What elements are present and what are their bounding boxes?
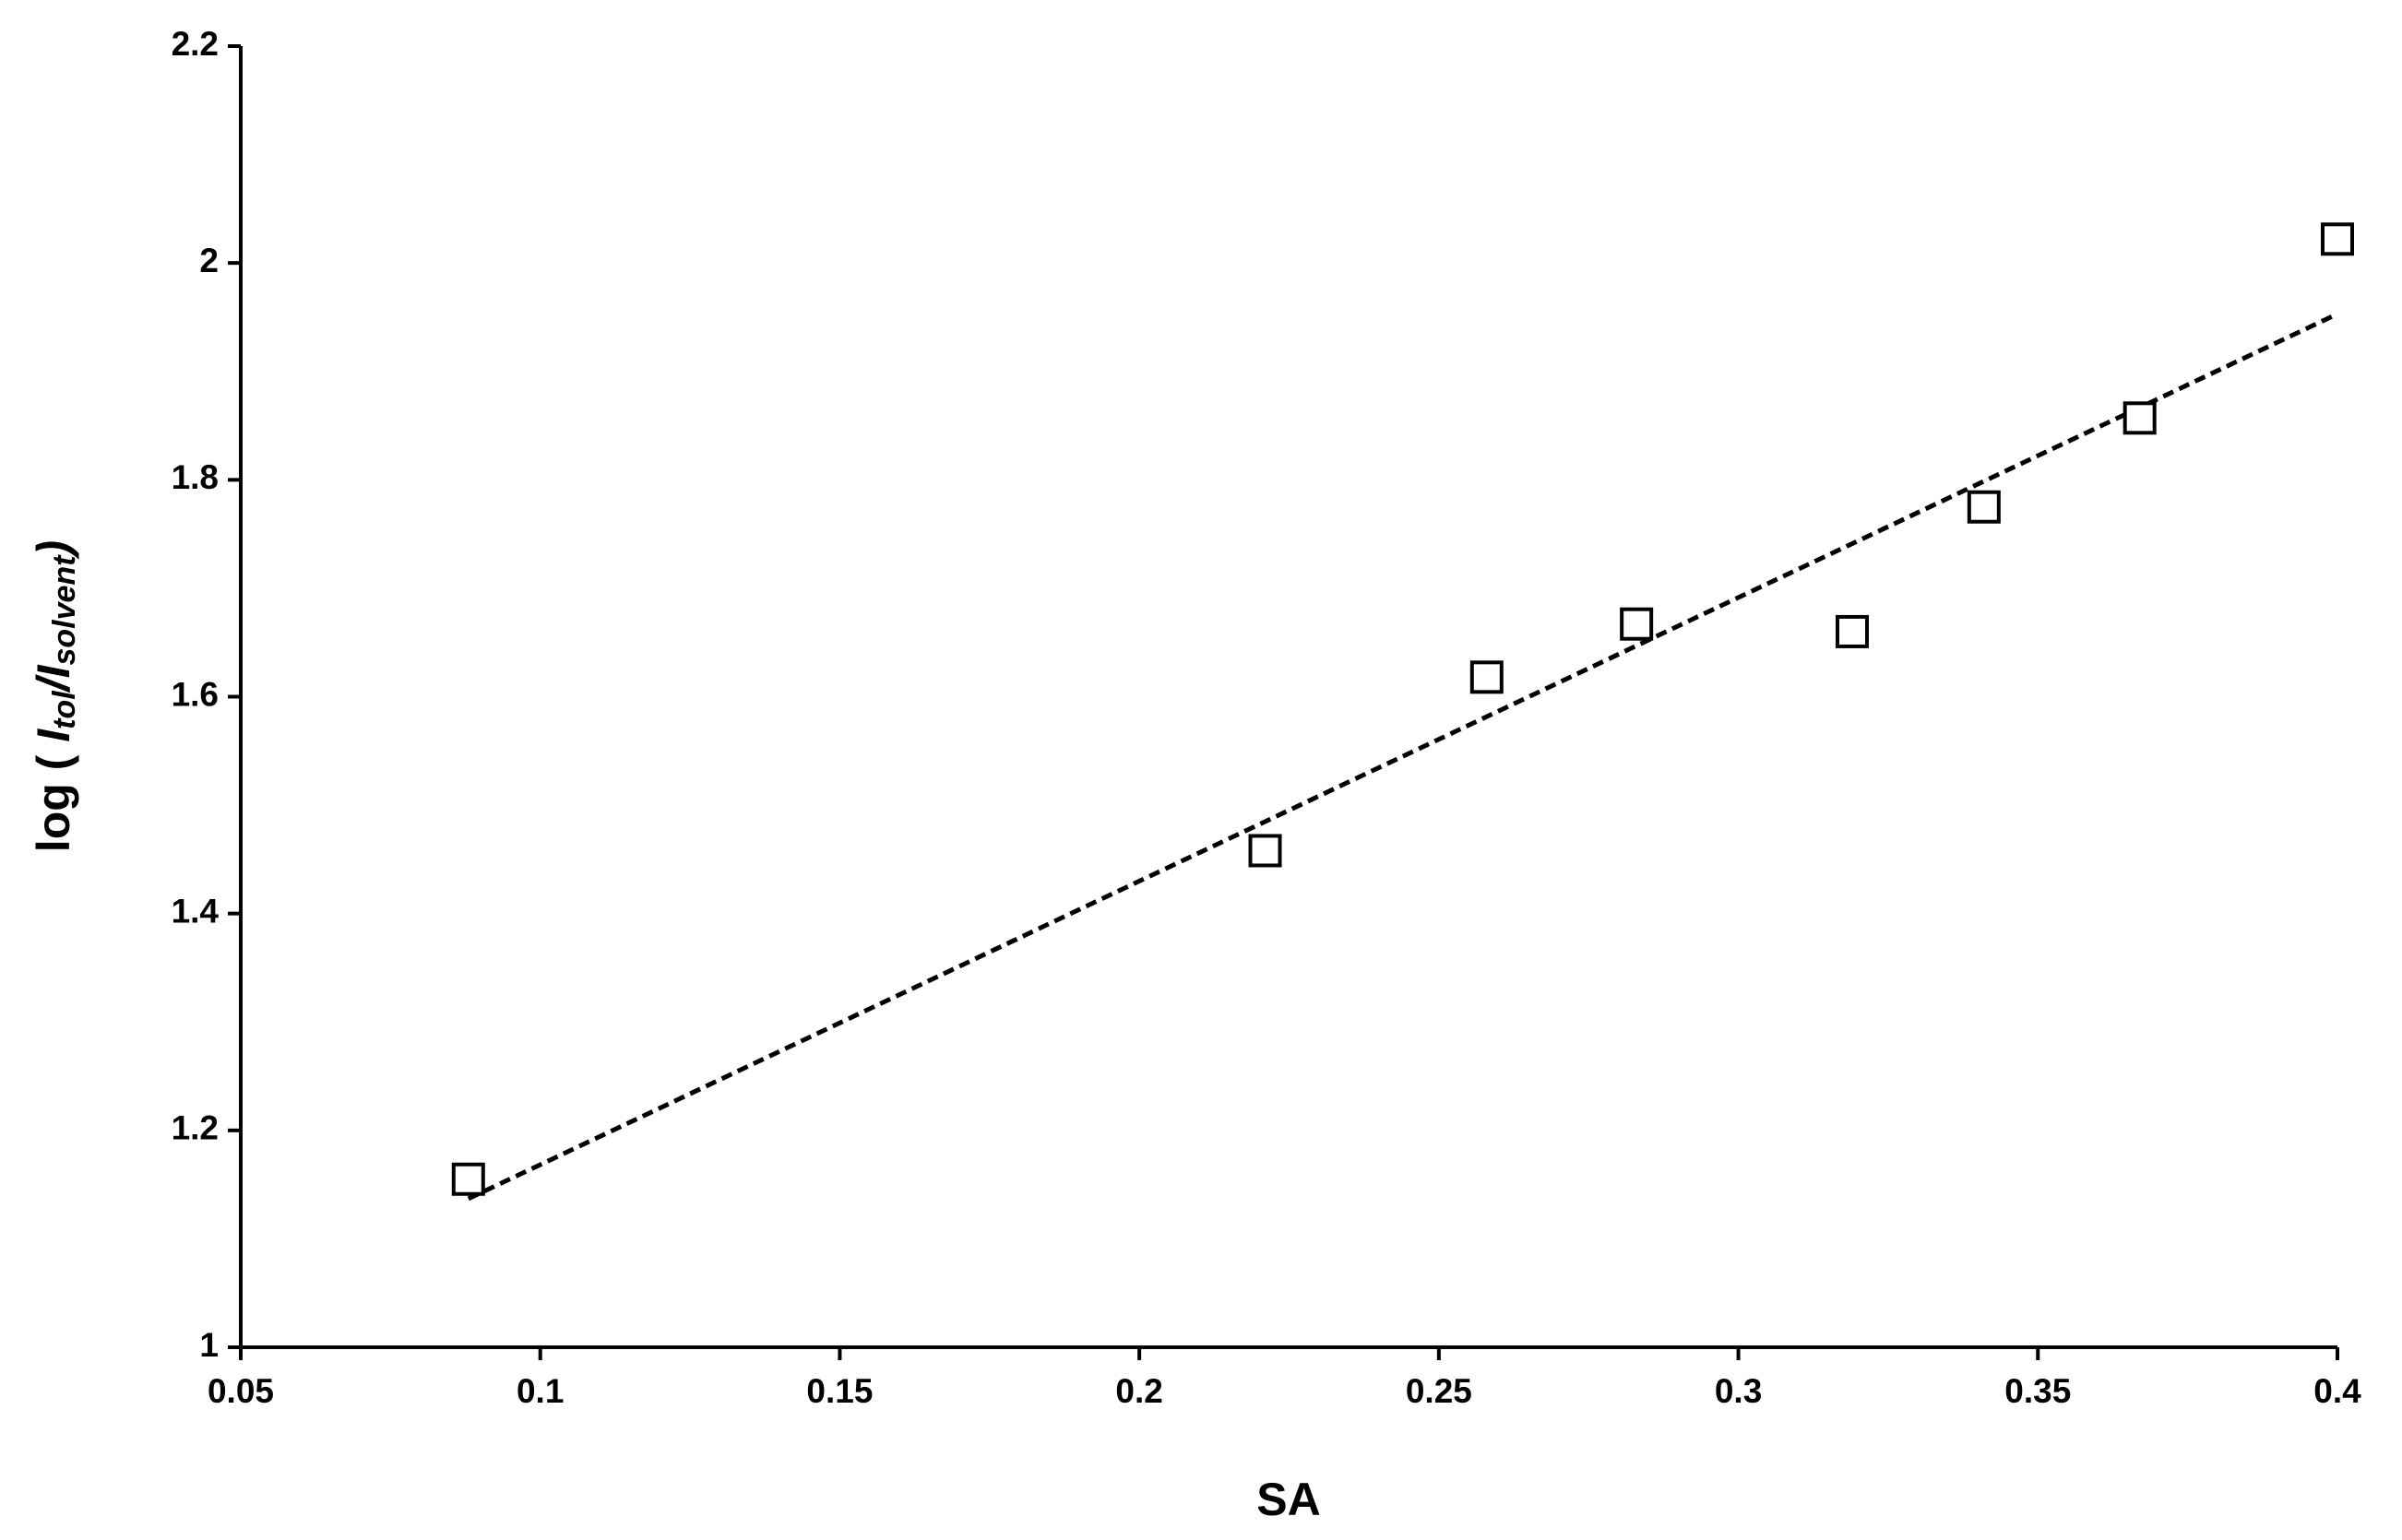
x-tick-label: 0.35 xyxy=(2004,1372,2071,1410)
x-tick-label: 0.1 xyxy=(517,1372,564,1410)
data-point xyxy=(1835,614,1869,648)
y-tick-label: 1.2 xyxy=(172,1109,219,1147)
x-axis-title: SA xyxy=(1256,1474,1320,1525)
y-tick-label: 1.6 xyxy=(172,675,219,713)
y-title-part: log ( xyxy=(28,742,79,852)
data-point xyxy=(1967,490,2001,524)
data-point xyxy=(2123,401,2157,435)
y-tick-label: 1.4 xyxy=(172,892,220,930)
data-point xyxy=(1620,607,1654,641)
x-tick-label: 0.4 xyxy=(2313,1372,2361,1410)
y-tick-label: 1.8 xyxy=(172,458,219,496)
x-tick-label: 0.15 xyxy=(806,1372,873,1410)
x-tick-label: 0.2 xyxy=(1115,1372,1162,1410)
x-tick-label: 0.3 xyxy=(1715,1372,1762,1410)
data-point xyxy=(2321,222,2354,256)
y-title-part: /I xyxy=(28,664,79,693)
data-point xyxy=(451,1162,485,1196)
data-point xyxy=(1248,834,1282,868)
x-tick-label: 0.25 xyxy=(1406,1372,1472,1410)
data-point xyxy=(1469,660,1504,694)
y-tick-label: 1 xyxy=(199,1326,219,1364)
y-title-part: tol xyxy=(47,690,82,729)
y-axis-title: log ( Itol/Isolvent) xyxy=(28,540,82,852)
y-title-part: solvent xyxy=(47,554,82,666)
trendline xyxy=(467,312,2339,1202)
x-tick-label: 0.05 xyxy=(208,1372,274,1410)
y-title-part: ) xyxy=(28,540,79,561)
y-tick-label: 2.2 xyxy=(172,25,219,63)
y-tick-label: 2 xyxy=(199,242,219,279)
y-title-part: I xyxy=(28,729,79,742)
